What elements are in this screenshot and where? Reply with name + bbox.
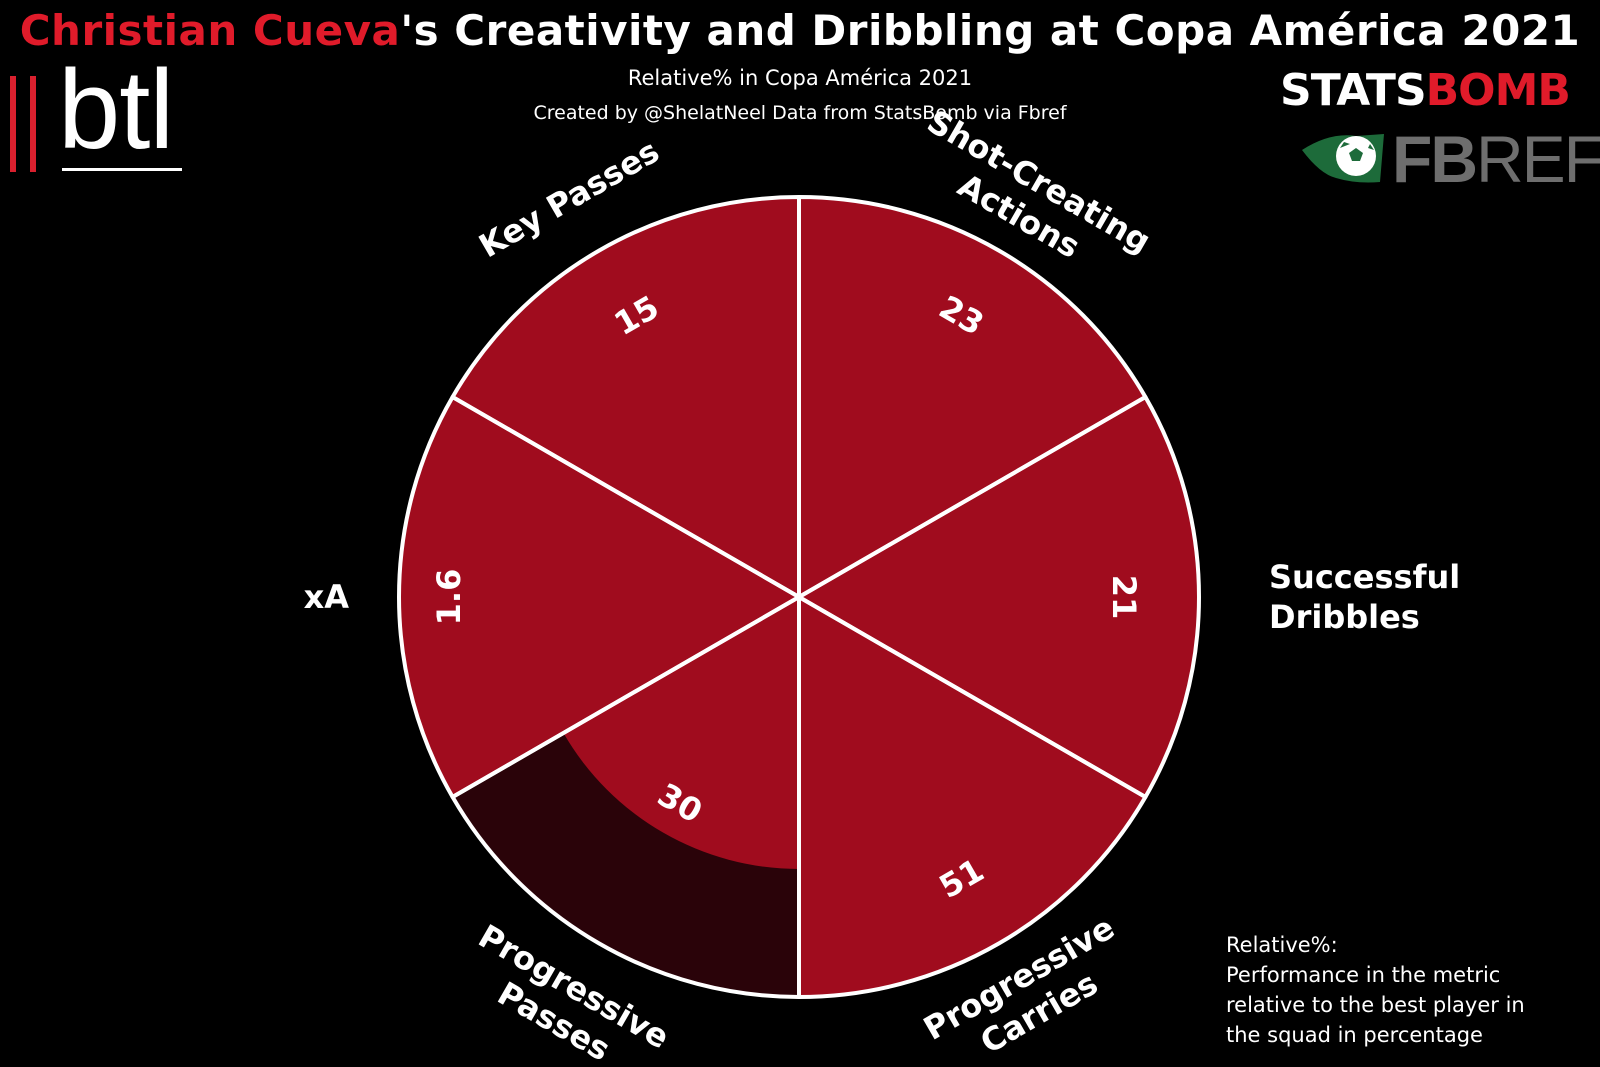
chart-subtitle: Relative% in Copa América 2021 — [627, 66, 973, 90]
note-heading: Relative%: — [1226, 933, 1338, 957]
value-label-successful-dribbles: 21 — [1105, 575, 1143, 620]
statsbomb-logo: STATSBOMB — [1280, 66, 1590, 116]
note-line-2: relative to the best player in — [1226, 993, 1525, 1017]
slice-edges — [397, 195, 1201, 999]
slice-shot-creating-actions — [799, 197, 1146, 597]
value-label-xa: 1.6 — [430, 569, 468, 626]
fbref-logo: FBREF — [1300, 126, 1600, 192]
fbref-logo-ref: REF — [1475, 122, 1600, 196]
statsbomb-logo-stats: STATS — [1280, 65, 1427, 116]
category-label-xa: xA — [304, 578, 350, 616]
slice-progressive-carries — [799, 597, 1146, 997]
btl-logo-bar-left — [10, 76, 16, 172]
btl-logo-bar-right — [30, 76, 36, 172]
fbref-logo-text: FBREF — [1392, 126, 1600, 192]
slice-edge-xa — [397, 395, 801, 799]
slice-progressive-passes — [563, 597, 799, 869]
fbref-logo-fb: FB — [1392, 122, 1478, 196]
btl-logo: btl — [10, 54, 210, 176]
title-text: 's Creativity and Dribbling at Copa Amér… — [400, 6, 1581, 55]
player-name: Christian Cueva — [19, 6, 401, 55]
note-line-1: Performance in the metric — [1226, 963, 1501, 987]
credit-line: Created by @ShelatNeel Data from StatsBo… — [533, 102, 1067, 124]
statsbomb-logo-bomb: BOMB — [1425, 65, 1571, 116]
slice-edge-progressive-passes — [450, 595, 801, 999]
slice-edge-successful-dribbles — [797, 395, 1201, 799]
slice-edge-shot-creating-actions — [797, 195, 1148, 599]
btl-logo-text: btl — [58, 47, 174, 172]
relative-percent-note: Relative%: Performance in the metric rel… — [1226, 930, 1586, 1050]
slice-fills — [399, 197, 1199, 997]
slice-key-passes — [452, 197, 799, 597]
btl-logo-underline — [62, 168, 182, 171]
slice-edge-progressive-carries — [797, 595, 1148, 999]
category-label-successful-dribbles: Successful Dribbles — [1269, 558, 1460, 636]
slice-successful-dribbles — [799, 397, 1199, 797]
note-line-3: the squad in percentage — [1226, 1023, 1483, 1047]
slice-edge-key-passes — [450, 195, 801, 599]
slice-xa — [399, 397, 799, 797]
fbref-flag-icon — [1302, 134, 1384, 183]
chart-title: Christian Cueva's Creativity and Dribbli… — [0, 6, 1600, 55]
